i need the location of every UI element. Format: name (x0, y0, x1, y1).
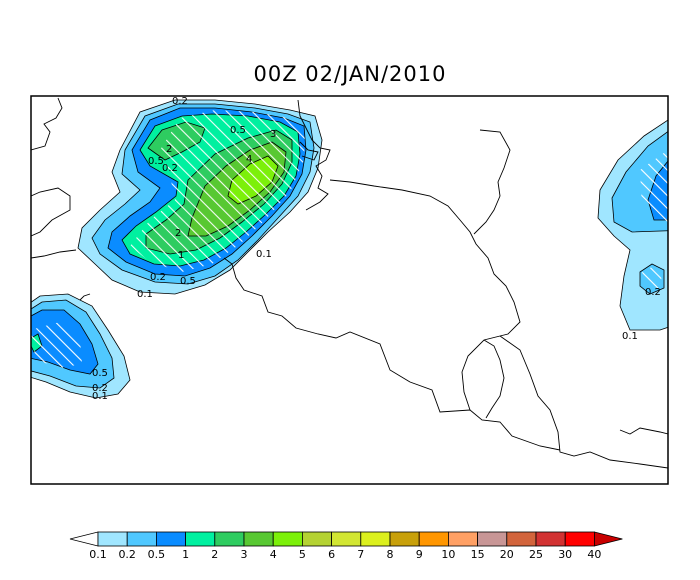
contour-label: 0.2 (645, 287, 661, 298)
colorbar-swatch (418, 531, 449, 547)
contour-label: 0.5 (148, 156, 164, 167)
channel-coast (31, 249, 77, 259)
colorbar-tick-label: 10 (441, 548, 455, 561)
colorbar-swatch (185, 531, 216, 547)
austria (619, 427, 668, 435)
colorbar-tick-label: 3 (241, 548, 248, 561)
map-title: 00Z 02/JAN/2010 (253, 62, 447, 86)
contour-label: 0.2 (150, 272, 166, 283)
colorbar-swatch (331, 531, 362, 547)
colorbar-arrow-high (594, 531, 623, 547)
contour-label: 0.1 (256, 249, 272, 260)
contour-label: 0.1 (137, 289, 153, 300)
colorbar-tick-label: 0.2 (118, 548, 136, 561)
colorbar-swatch (214, 531, 245, 547)
colorbar-tick-label: 30 (558, 548, 572, 561)
colorbar-swatch (447, 531, 478, 547)
colorbar-tick-label: 2 (211, 548, 218, 561)
colorbar-tick-label: 0.1 (89, 548, 107, 561)
colorbar-swatch (97, 531, 128, 547)
contour-label: 0.5 (180, 276, 196, 287)
contour-label: 4 (246, 154, 252, 165)
colorbar-swatch (360, 531, 391, 547)
colorbar-tick-label: 4 (270, 548, 277, 561)
colorbar-swatch (535, 531, 566, 547)
colorbar-swatch (506, 531, 537, 547)
netherlands-estuary (299, 141, 319, 161)
belgium-border (223, 257, 561, 451)
french-coast (79, 293, 91, 301)
colorbar-tick-label: 9 (416, 548, 423, 561)
colorbar-tick-label: 6 (328, 548, 335, 561)
colorbar-tick-label: 20 (500, 548, 514, 561)
colorbar-tick-label: 40 (587, 548, 601, 561)
colorbar-swatch (564, 531, 595, 547)
colorbar-swatch (389, 531, 420, 547)
germany-border (329, 179, 521, 411)
colorbar-tick-label: 8 (387, 548, 394, 561)
map-frame (30, 95, 669, 485)
colorbar: 0.1 0.2 0.5 1 2 3 4 5 6 7 8 9 10 15 20 25 30 40 (69, 531, 623, 561)
colorbar-tick-label: 0.5 (148, 548, 166, 561)
contour-label: 0.2 (162, 163, 178, 174)
contour-label: 0.5 (92, 368, 108, 379)
germany-east-border (473, 129, 511, 235)
colorbar-arrow-low (69, 531, 99, 547)
contour-label: 0.2 (172, 96, 188, 107)
colorbar-swatch (243, 531, 274, 547)
contour-label: 0.2 (92, 383, 108, 394)
contour-label: 2 (166, 144, 172, 155)
colorbar-swatch (301, 531, 332, 547)
colorbar-tick-label: 7 (357, 548, 364, 561)
contour-label: 0.5 (230, 125, 246, 136)
scandinavian-coast (297, 99, 331, 211)
contour-labels: 0.2 0.5 0.5 0.2 2 3 4 2 1 0.1 0.2 0.5 0.… (92, 96, 661, 402)
contour-label: 0.1 (92, 391, 108, 402)
coastlines-borders (31, 97, 668, 469)
colorbar-tick-label: 5 (299, 548, 306, 561)
contour-label: 0.1 (622, 331, 638, 342)
contour-label: 3 (270, 129, 276, 140)
colorbar-swatch (272, 531, 303, 547)
colorbar-tick-label: 25 (529, 548, 543, 561)
alps-border (499, 335, 668, 469)
england-coast (31, 97, 63, 151)
colorbar-swatch (126, 531, 157, 547)
colorbar-tick-label: 15 (471, 548, 485, 561)
colorbar-swatch (477, 531, 508, 547)
england-south-coast (31, 187, 71, 237)
colorbar-tick-label: 1 (182, 548, 189, 561)
colorbar-swatch (155, 531, 186, 547)
contour-label: 2 (175, 228, 181, 239)
precip-field (31, 99, 668, 399)
contour-label: 1 (178, 250, 184, 261)
luxembourg (483, 339, 505, 419)
